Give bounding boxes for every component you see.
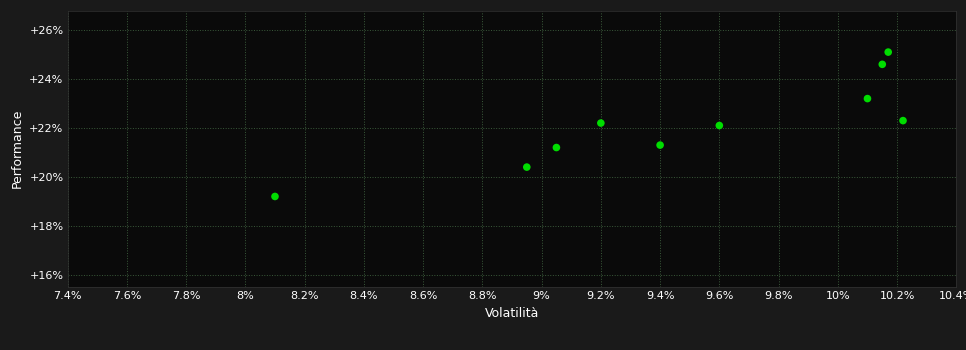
Point [895,118,911,124]
Point [652,142,668,148]
Point [519,164,534,170]
Point [874,62,890,67]
Y-axis label: Performance: Performance [11,109,23,188]
Point [549,145,564,150]
Point [268,194,283,199]
X-axis label: Volatilità: Volatilità [485,307,539,320]
Point [593,120,609,126]
Point [712,123,727,128]
Point [860,96,875,101]
Point [880,49,895,55]
